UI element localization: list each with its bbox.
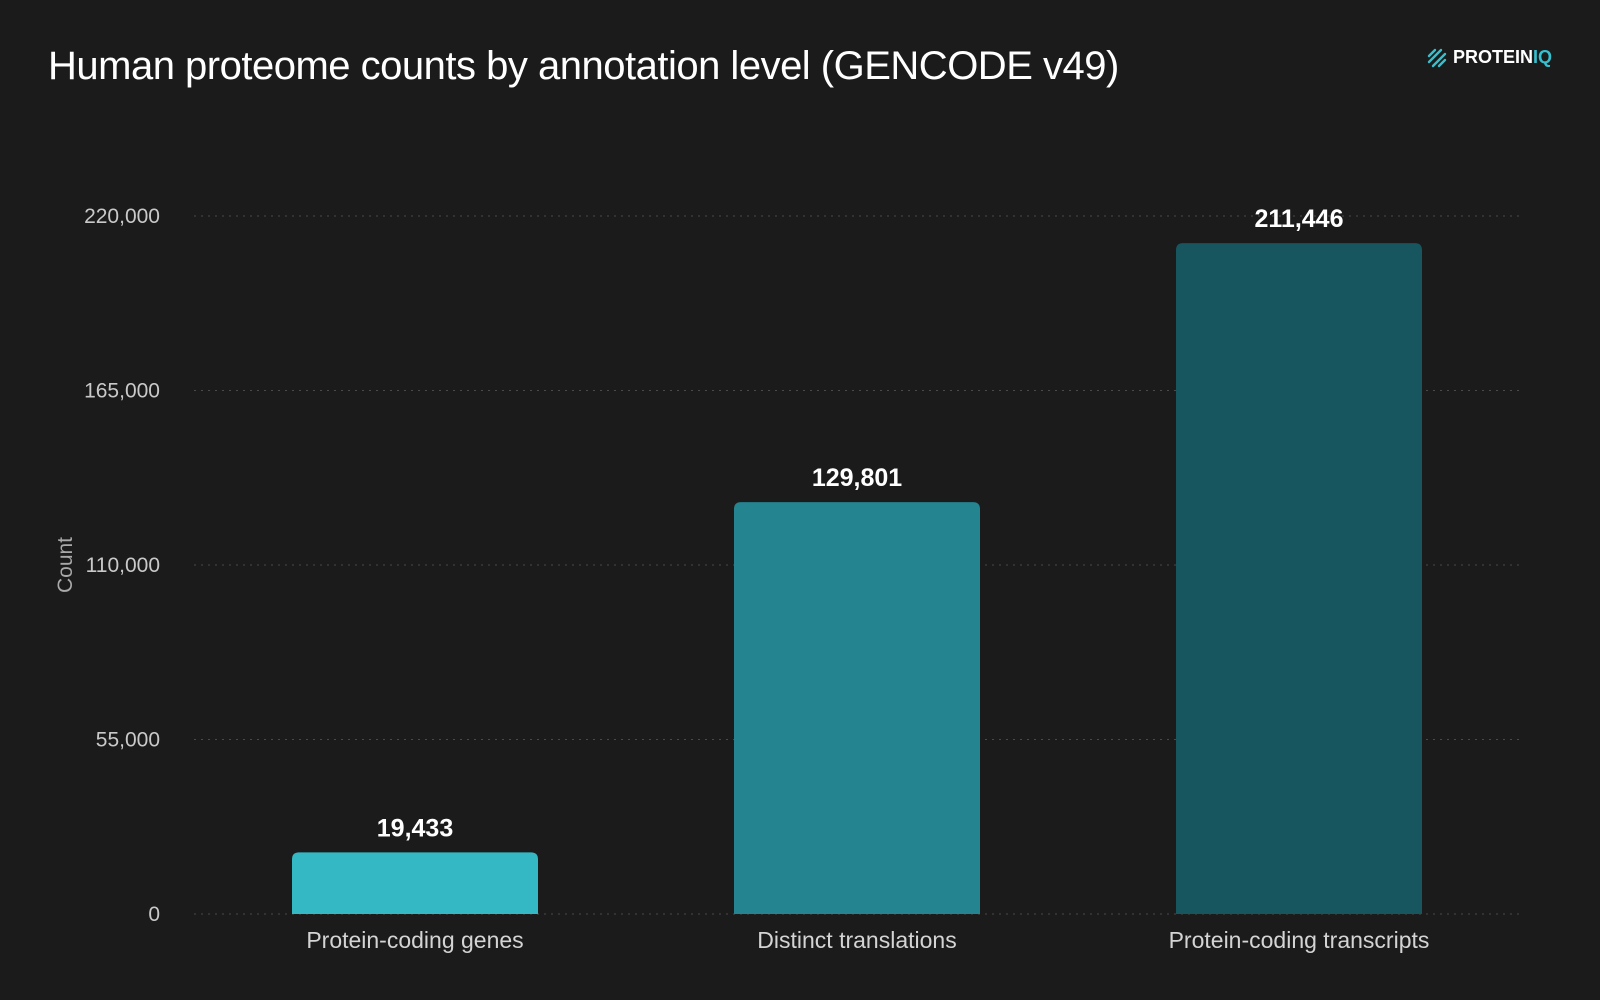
labels: 0 55,000 110,000 165,000 220,000 19,433 Protei…	[84, 205, 1429, 953]
logo-text: PROTEINIQ	[1453, 47, 1552, 68]
x-category-label: Distinct translations	[757, 927, 956, 953]
logo-word-iq: IQ	[1532, 47, 1552, 67]
bar-value-label: 211,446	[1255, 205, 1344, 233]
bar	[292, 852, 538, 914]
chart-title: Human proteome counts by annotation leve…	[48, 44, 1119, 88]
bar-value-label: 19,433	[377, 814, 453, 842]
y-axis-title: Count	[54, 537, 77, 593]
x-category-label: Protein-coding genes	[306, 927, 523, 953]
hatched-square-icon	[1427, 48, 1447, 67]
brand-logo: PROTEINIQ	[1427, 47, 1552, 68]
y-tick-label: 110,000	[86, 554, 160, 577]
y-tick-label: 220,000	[84, 205, 160, 228]
y-tick-label: 165,000	[84, 380, 160, 403]
bar	[1176, 243, 1422, 914]
y-tick-label: 0	[148, 903, 160, 926]
bars	[292, 243, 1422, 914]
bar	[734, 502, 980, 914]
bar-value-label: 129,801	[812, 464, 902, 492]
y-tick-label: 55,000	[96, 729, 160, 752]
logo-word-protein: PROTEIN	[1452, 47, 1533, 67]
x-category-label: Protein-coding transcripts	[1169, 927, 1430, 953]
